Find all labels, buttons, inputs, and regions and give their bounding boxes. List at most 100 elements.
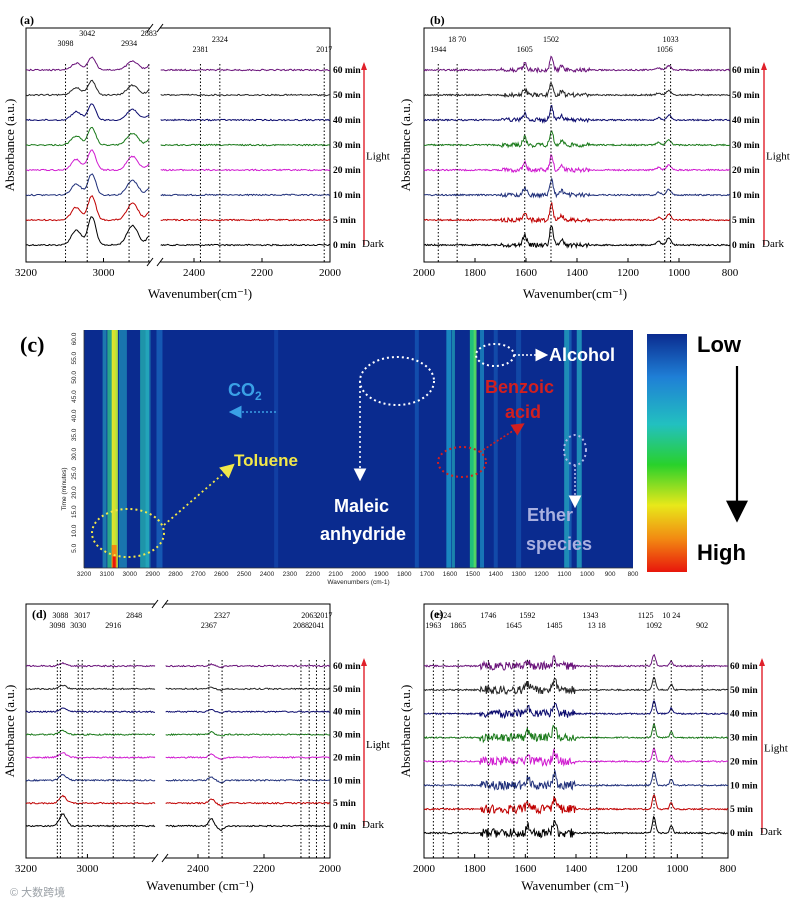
maleic-label-2: anhydride bbox=[320, 524, 406, 544]
spectrum-line bbox=[25, 661, 331, 668]
time-label: 40 min bbox=[333, 116, 361, 126]
x-tick-label: 1600 bbox=[514, 863, 537, 875]
heatmap-y-tick-label: 60.0 bbox=[71, 332, 78, 345]
peak-label: 10 24 bbox=[662, 611, 680, 620]
time-label: 60 min bbox=[333, 662, 361, 672]
heatmap-y-tick-label: 30.0 bbox=[71, 447, 78, 460]
heatmap-y-axis-label: Time (minutes) bbox=[61, 467, 68, 510]
time-label: 40 min bbox=[333, 708, 361, 718]
x-tick-label: 800 bbox=[722, 267, 739, 279]
axis-break-mark bbox=[146, 257, 154, 267]
toluene-label: Toluene bbox=[234, 451, 298, 470]
peak-label: 18 70 bbox=[448, 35, 466, 44]
time-label: 10 min bbox=[730, 781, 758, 791]
panel-e: 2000 1800 1600 1400 1200 1000 800 Wavenumber (c… bbox=[398, 603, 788, 893]
heatmap-y-tick-label: 15.0 bbox=[71, 505, 78, 518]
spectrum-line bbox=[25, 56, 331, 72]
axis-break-mark bbox=[156, 257, 164, 267]
x-tick-label: 2000 bbox=[413, 863, 436, 875]
peak-label: 2916 bbox=[105, 621, 121, 630]
peak-label: 3030 bbox=[70, 621, 86, 630]
light-arrow-head bbox=[361, 658, 367, 666]
heatmap-x-tick-label: 2500 bbox=[237, 571, 252, 578]
heatmap-x-tick-label: 2800 bbox=[168, 571, 183, 578]
peak-label: 1056 bbox=[657, 45, 673, 54]
axis-break-mark bbox=[161, 599, 169, 609]
peak-label: 902 bbox=[696, 621, 708, 630]
heatmap-background bbox=[84, 330, 633, 568]
heatmap-x-tick-label: 2000 bbox=[351, 571, 366, 578]
light-label: Light bbox=[366, 151, 390, 163]
heatmap-band bbox=[274, 330, 279, 568]
y-axis-label: Absorbance (a.u.) bbox=[2, 99, 17, 192]
alcohol-label: Alcohol bbox=[549, 345, 615, 365]
peak-label: 2381 bbox=[192, 45, 208, 54]
spectrum-line bbox=[25, 79, 330, 97]
toluene-arrow bbox=[163, 463, 235, 526]
heatmap-x-tick-label: 1000 bbox=[580, 571, 595, 578]
heatmap-y-tick-label: 5.0 bbox=[71, 543, 78, 552]
y-axis-label: Absorbance (a.u.) bbox=[398, 685, 413, 778]
heatmap-y-tick-label: 25.0 bbox=[71, 467, 78, 480]
x-tick-label: 3200 bbox=[15, 863, 38, 875]
panel-c-label: (c) bbox=[20, 332, 44, 357]
spectrum-line bbox=[423, 769, 729, 791]
peak-label: 3098 bbox=[49, 621, 65, 630]
peak-label: 2088 bbox=[293, 621, 309, 630]
time-label: 5 min bbox=[333, 799, 357, 809]
spectrum-line bbox=[25, 216, 331, 247]
light-arrow-head bbox=[361, 62, 367, 70]
heatmap-panel-c: (c) 3200 3100 3000 2900 2800 2700 2600 2500 2400… bbox=[20, 330, 748, 586]
heatmap-x-tick-label: 1700 bbox=[420, 571, 435, 578]
peak-label: 1033 bbox=[663, 35, 679, 44]
heatmap-x-tick-label: 800 bbox=[628, 571, 639, 578]
spectrum-line bbox=[423, 81, 731, 99]
peak-label: 1924 bbox=[435, 611, 451, 620]
y-axis-label: Absorbance (a.u.) bbox=[2, 685, 17, 778]
time-label: 0 min bbox=[333, 822, 357, 832]
time-label: 10 min bbox=[333, 776, 361, 786]
x-axis-label: Wavenumber(cm⁻¹) bbox=[148, 286, 252, 301]
axis-break-bottom bbox=[150, 258, 160, 266]
time-label: 5 min bbox=[732, 216, 756, 226]
spectrum-line bbox=[25, 729, 331, 737]
toluene-ellipse bbox=[91, 508, 165, 558]
x-tick-label: 1400 bbox=[565, 863, 588, 875]
peak-label: 2848 bbox=[126, 611, 142, 620]
axis-break-bottom bbox=[155, 854, 165, 862]
peak-label: 2934 bbox=[121, 39, 137, 48]
axis-break-mark bbox=[151, 599, 159, 609]
heatmap-y-tick-label: 10.0 bbox=[71, 524, 78, 537]
benzoic-ellipse bbox=[437, 446, 487, 478]
axis-break-mark bbox=[151, 853, 159, 863]
heatmap-x-tick-label: 1100 bbox=[557, 571, 571, 578]
x-axis-label: Wavenumber (cm⁻¹) bbox=[146, 878, 254, 893]
heatmap-x-tick-label: 2600 bbox=[214, 571, 229, 578]
x-tick-label: 2200 bbox=[251, 267, 274, 279]
panel-b-label: (b) bbox=[430, 13, 445, 27]
heatmap-band bbox=[568, 330, 572, 568]
peak-label: 1865 bbox=[450, 621, 466, 630]
time-label: 30 min bbox=[730, 734, 758, 744]
heatmap-x-tick-label: 3100 bbox=[100, 571, 115, 578]
time-label: 30 min bbox=[333, 731, 361, 741]
peak-label: 1746 bbox=[480, 611, 496, 620]
peak-label: 2017 bbox=[316, 611, 332, 620]
peak-label: 3098 bbox=[58, 39, 74, 48]
heatmap-x-tick-label: 2700 bbox=[191, 571, 206, 578]
heatmap-band bbox=[564, 330, 570, 568]
peak-label: 2883 bbox=[141, 29, 157, 38]
spectrum-line bbox=[25, 126, 331, 147]
x-tick-label: 2400 bbox=[183, 267, 206, 279]
spectrum-line bbox=[25, 149, 331, 172]
heatmap-x-tick-label: 1900 bbox=[374, 571, 389, 578]
heatmap-band bbox=[516, 330, 522, 568]
time-label: 20 min bbox=[730, 757, 758, 767]
heatmap-band bbox=[156, 330, 163, 568]
peak-label: 2327 bbox=[214, 611, 230, 620]
time-label: 10 min bbox=[732, 191, 760, 201]
heatmap-x-tick-label: 3000 bbox=[123, 571, 138, 578]
watermark: © 大数跨境 bbox=[10, 885, 65, 899]
panel-d: 3200 3000 2400 2200 2000 Wavenumber (cm⁻¹) Abs… bbox=[2, 599, 390, 893]
